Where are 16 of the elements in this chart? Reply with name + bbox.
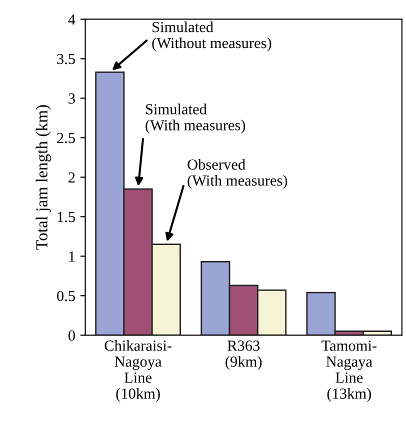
y-axis-title: Total jam length (km) (36, 105, 51, 250)
text: Simulated (With measures) (146, 104, 246, 134)
y-tick-label: 0 (68, 330, 75, 341)
text: Observed (With measures) (188, 158, 288, 189)
y-tick-label: 4 (68, 14, 76, 25)
y-tick-label: 2.5 (57, 132, 75, 144)
y-tick-label: 1 (69, 251, 75, 262)
x-tick-label: Tamomi- Nagaya Line (13km) (322, 340, 376, 402)
y-tick-label: 2 (68, 172, 75, 183)
y-tick-label: 0.5 (57, 290, 75, 302)
x-tick-label: Chikaraisi- Nagoya Line (10km) (104, 340, 172, 402)
text: Simulated (Without measures) (152, 21, 272, 52)
y-tick-label: 3.5 (57, 54, 75, 64)
y-tick-label: 3 (68, 93, 75, 104)
y-tick-label: 1.5 (58, 212, 75, 222)
x-tick-label: R363 (9km) (226, 340, 262, 370)
